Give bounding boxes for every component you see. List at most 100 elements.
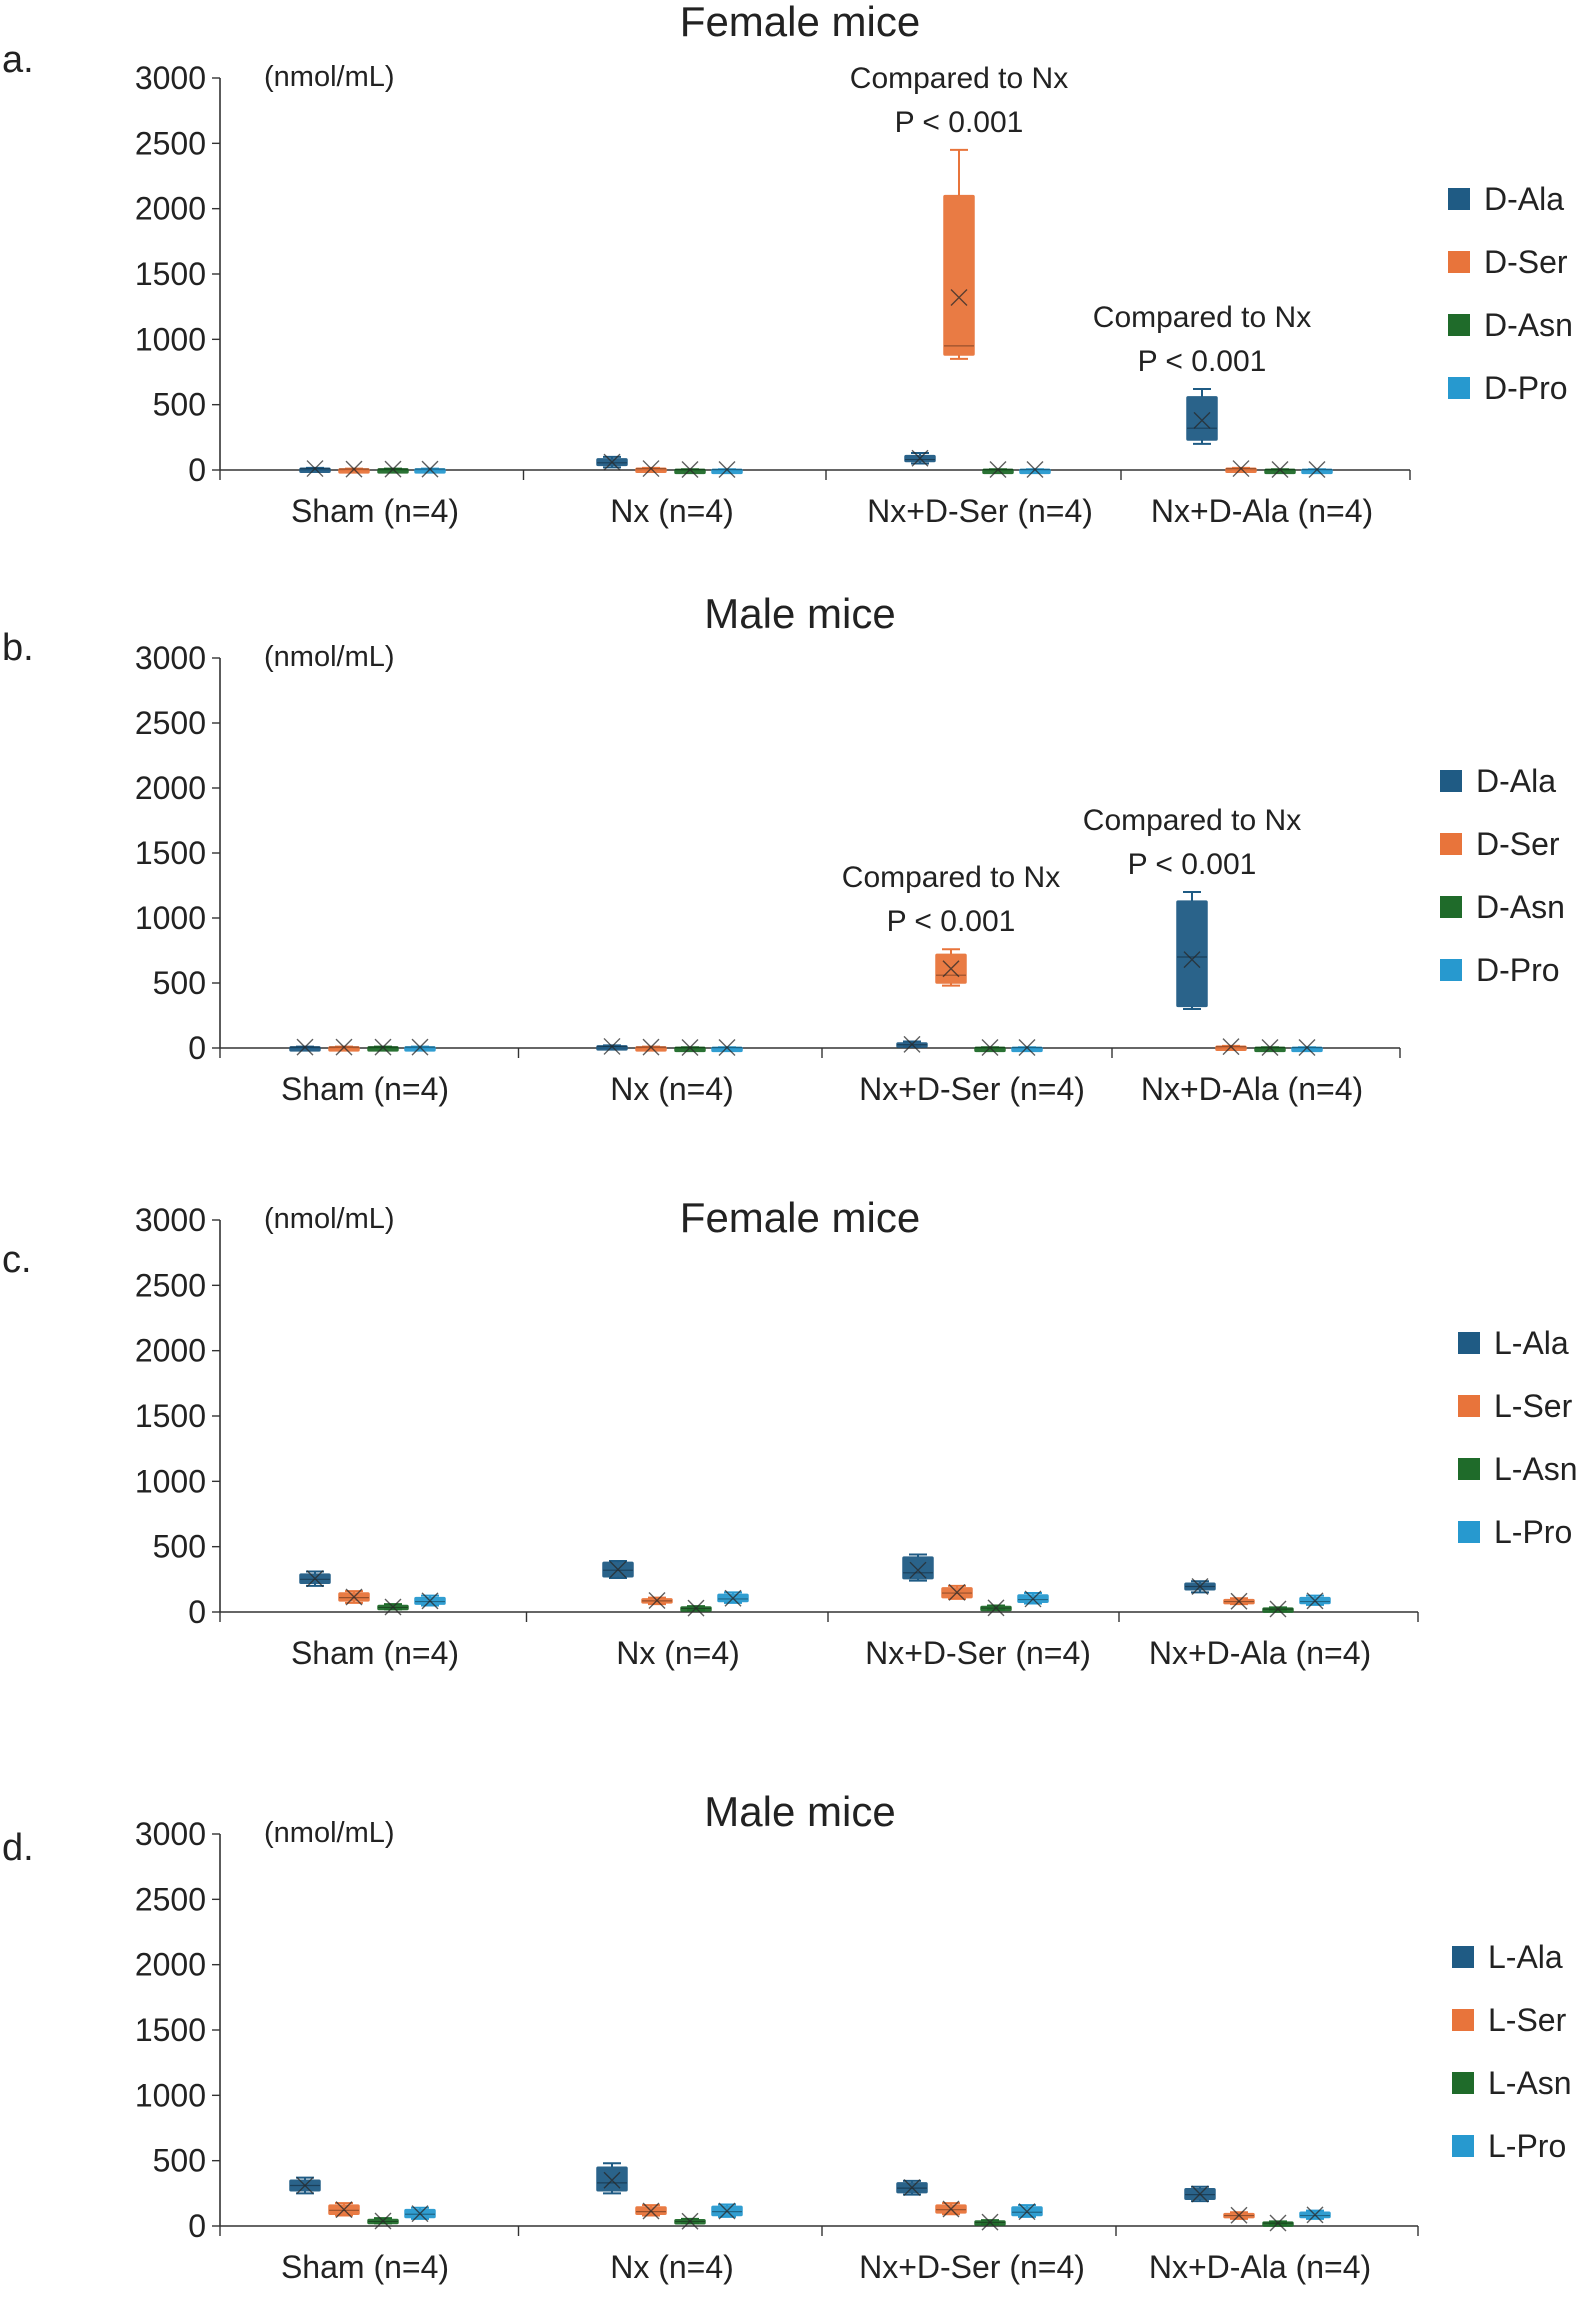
- box-l-ala-0: [289, 2176, 321, 2195]
- x-category-label: Nx+D-Ala (n=4): [1151, 493, 1373, 529]
- mean-x-icon: [648, 1592, 666, 1609]
- box-l-ala-1: [602, 1560, 634, 1580]
- y-tick-label: 3000: [135, 1202, 206, 1238]
- box-d-ser-2: [943, 148, 975, 360]
- box-l-ala-2: [902, 1553, 934, 1582]
- box-l-asn-2: [974, 2213, 1006, 2231]
- box-icon: [1186, 396, 1218, 441]
- y-tick-label: 2500: [135, 1267, 206, 1303]
- legend-label: D-Ser: [1476, 826, 1560, 862]
- x-category-label: Nx+D-Ala (n=4): [1141, 1071, 1363, 1107]
- mean-x-icon: [1222, 1038, 1240, 1056]
- mean-x-icon: [296, 1038, 314, 1056]
- chart-panel-d: d. Male mice (nmol/mL) 0 500 1000 1500 2000 2500…: [2, 1788, 1572, 2285]
- x-category-label: Nx+D-Ser (n=4): [867, 493, 1093, 529]
- box-l-ala-3: [1184, 1578, 1216, 1596]
- legend-label: D-Ala: [1484, 181, 1564, 217]
- x-category-label: Sham (n=4): [281, 1071, 449, 1107]
- x-category-label: Nx (n=4): [610, 2249, 734, 2285]
- mean-x-icon: [1018, 1038, 1036, 1056]
- mean-x-icon: [1183, 951, 1201, 969]
- y-tick-label: 3000: [135, 60, 206, 96]
- box-l-ser-3: [1223, 1592, 1255, 1610]
- chart-panel-b: b. Male mice (nmol/mL) 0 500 1000 1500 2000 2500…: [2, 590, 1565, 1107]
- box-l-ser-0: [328, 2201, 360, 2219]
- mean-x-icon: [1308, 460, 1326, 478]
- box-d-ser-2: [935, 948, 967, 987]
- mean-x-icon: [1261, 1038, 1279, 1056]
- y-tick-label: 500: [153, 387, 206, 423]
- box-d-ser-3: [1215, 1038, 1247, 1056]
- box-d-pro-2: [1011, 1038, 1043, 1056]
- box-l-pro-0: [414, 1592, 446, 1610]
- box-l-pro-2: [1017, 1590, 1049, 1608]
- chart-panel-a: a. Female mice (nmol/mL) 0 500 1000 1500 2000 25…: [2, 0, 1573, 529]
- legend-swatch-icon: [1440, 770, 1462, 792]
- legend-label: L-Ser: [1488, 2002, 1567, 2038]
- box-d-ala-2: [904, 449, 936, 467]
- box-l-asn-1: [674, 2212, 706, 2230]
- box-d-pro-1: [711, 460, 743, 478]
- mean-x-icon: [681, 460, 699, 478]
- mean-x-icon: [1191, 1578, 1209, 1596]
- mean-x-icon: [1232, 460, 1250, 478]
- x-category-label: Nx+D-Ser (n=4): [859, 1071, 1085, 1107]
- mean-x-icon: [1026, 460, 1044, 478]
- legend-label: D-Asn: [1476, 889, 1565, 925]
- y-tick-label: 0: [188, 1030, 206, 1066]
- mean-x-icon: [1018, 2203, 1036, 2221]
- box-l-pro-1: [717, 1589, 749, 1607]
- mean-x-icon: [306, 1570, 324, 1588]
- y-tick-label: 0: [188, 1594, 206, 1630]
- box-d-ala-3: [1176, 891, 1208, 1010]
- panel-label: c.: [2, 1239, 32, 1281]
- mean-x-icon: [306, 460, 324, 478]
- mean-x-icon: [687, 1599, 705, 1617]
- mean-x-icon: [942, 2200, 960, 2218]
- legend-label: L-Asn: [1488, 2065, 1572, 2101]
- y-tick-label: 3000: [135, 640, 206, 676]
- mean-x-icon: [1298, 1038, 1316, 1056]
- mean-x-icon: [1191, 2185, 1209, 2203]
- units-label: (nmol/mL): [264, 1203, 395, 1235]
- legend-label: L-Ala: [1494, 1325, 1569, 1361]
- units-label: (nmol/mL): [264, 61, 395, 93]
- legend-label: D-Pro: [1476, 952, 1560, 988]
- chart-title: Female mice: [680, 1194, 920, 1241]
- mean-x-icon: [374, 2212, 392, 2230]
- x-category-label: Nx (n=4): [616, 1635, 740, 1671]
- box-l-ser-1: [635, 2202, 667, 2220]
- box-d-asn-0: [377, 460, 409, 478]
- mean-x-icon: [950, 289, 968, 307]
- legend-label: L-Pro: [1494, 1514, 1572, 1550]
- mean-x-icon: [1269, 2214, 1287, 2232]
- box-l-ser-2: [941, 1583, 973, 1601]
- box-d-asn-0: [367, 1038, 399, 1056]
- mean-x-icon: [603, 453, 621, 471]
- mean-x-icon: [903, 1035, 921, 1053]
- box-d-ala-2: [896, 1035, 928, 1053]
- box-l-asn-3: [1262, 1600, 1294, 1618]
- chart-title: Male mice: [704, 590, 895, 637]
- box-l-ser-0: [338, 1588, 370, 1606]
- annotation-compare: Compared to Nx: [850, 62, 1068, 95]
- box-d-ser-3: [1225, 460, 1257, 478]
- y-tick-label: 1500: [135, 835, 206, 871]
- box-l-asn-3: [1262, 2214, 1294, 2232]
- box-d-asn-2: [982, 460, 1014, 478]
- legend-label: L-Ser: [1494, 1388, 1573, 1424]
- box-d-ser-0: [328, 1038, 360, 1056]
- legend-swatch-icon: [1440, 959, 1462, 981]
- legend-label: D-Ser: [1484, 244, 1568, 280]
- box-d-ala-1: [596, 1037, 628, 1055]
- box-l-ser-1: [641, 1592, 673, 1609]
- annotation-compare: Compared to Nx: [1083, 804, 1301, 837]
- mean-x-icon: [421, 1592, 439, 1610]
- chart-title: Female mice: [680, 0, 920, 45]
- legend-label: L-Ala: [1488, 1939, 1563, 1975]
- box-d-ser-1: [635, 460, 667, 478]
- legend-swatch-icon: [1458, 1395, 1480, 1417]
- box-l-ala-2: [896, 2178, 928, 2196]
- annotation-pvalue: P < 0.001: [895, 106, 1024, 139]
- box-l-ser-3: [1223, 2206, 1255, 2224]
